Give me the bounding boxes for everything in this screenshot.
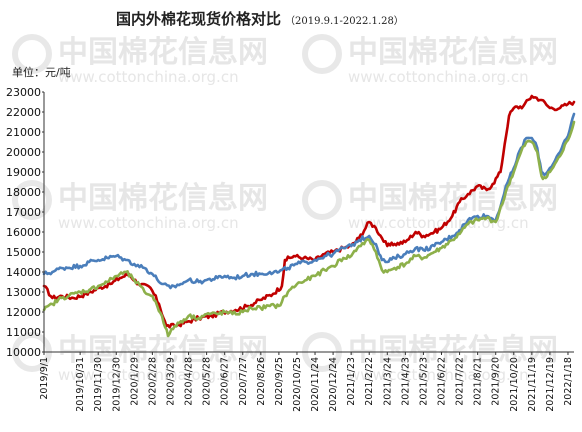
y-tick-label: 22000 xyxy=(6,106,41,119)
watermark-url: www.cottonchina.org.cn xyxy=(348,68,529,86)
x-axis-ticks: 2019/9/1 2019/10/31 2019/11/30 2019/12/30 20… xyxy=(39,352,574,412)
y-tick-label: 11000 xyxy=(6,326,41,339)
x-tick-label: 2021/8/21 xyxy=(473,357,484,406)
watermark-url: www.cottonchina.org.cn xyxy=(58,214,239,232)
y-tick-label: 13000 xyxy=(6,286,41,299)
y-tick-label: 19000 xyxy=(6,166,41,179)
watermark-brand: 中国棉花信息网 xyxy=(348,35,558,70)
watermark-url: www.cottonchina.org.cn xyxy=(58,68,239,86)
x-tick-label: 2020/6/27 xyxy=(220,357,231,406)
x-tick-label: 2019/9/1 xyxy=(39,357,50,400)
watermark-url: www.cottonchina.org.cn xyxy=(348,366,529,384)
x-tick-label: 2021/4/23 xyxy=(400,357,411,406)
x-tick-label: 2019/12/30 xyxy=(111,357,122,412)
x-tick-label: 2021/9/20 xyxy=(491,357,502,406)
x-tick-label: 2021/6/22 xyxy=(437,357,448,406)
x-tick-label: 2021/12/19 xyxy=(545,357,556,412)
axes xyxy=(43,92,574,353)
x-tick-label: 2019/11/30 xyxy=(93,357,104,412)
x-tick-label: 2019/10/31 xyxy=(75,357,86,412)
watermark-url: www.cottonchina.org.cn xyxy=(58,366,239,384)
series-line-2 xyxy=(42,112,576,290)
y-tick-label: 16000 xyxy=(6,226,41,239)
y-tick-label: 12000 xyxy=(6,306,41,319)
x-tick-label: 2021/3/24 xyxy=(382,357,393,406)
watermark-logo-icon xyxy=(302,180,342,220)
x-tick-label: 2020/10/25 xyxy=(292,357,303,412)
unit-label: 单位：元/吨 xyxy=(12,65,71,79)
y-tick-label: 10000 xyxy=(6,346,41,359)
y-tick-label: 15000 xyxy=(6,246,41,259)
y-tick-label: 20000 xyxy=(6,146,41,159)
y-tick-label: 21000 xyxy=(6,126,41,139)
x-tick-label: 2020/1/29 xyxy=(129,357,140,406)
x-tick-label: 2020/11/24 xyxy=(310,357,321,412)
y-tick-label: 23000 xyxy=(6,86,41,99)
x-tick-label: 2020/7/27 xyxy=(238,357,249,406)
x-tick-label: 2020/4/28 xyxy=(184,357,195,406)
x-tick-label: 2021/5/23 xyxy=(418,357,429,406)
y-axis-ticks: 10000 11000 12000 13000 14000 15000 16000 17000… xyxy=(6,86,44,359)
series-layer xyxy=(42,94,576,338)
x-tick-label: 2021/10/20 xyxy=(509,357,520,412)
x-tick-label: 2021/7/22 xyxy=(455,357,466,406)
y-tick-label: 17000 xyxy=(6,206,41,219)
x-tick-label: 2022/1/18 xyxy=(563,357,574,406)
watermark-brand: 中国棉花信息网 xyxy=(58,181,268,216)
watermark-logo-icon xyxy=(12,34,52,74)
watermark-logo-icon xyxy=(12,180,52,220)
chart-subtitle: （2019.9.1-2022.1.28） xyxy=(285,15,404,27)
x-tick-label: 2020/12/24 xyxy=(328,357,339,412)
x-tick-label: 2021/1/23 xyxy=(346,357,357,406)
watermark-layer: 中国棉花信息网www.cottonchina.org.cn中国棉花信息网www.… xyxy=(12,34,558,384)
x-tick-label: 2020/5/28 xyxy=(202,357,213,406)
x-tick-label: 2020/8/26 xyxy=(256,357,267,406)
x-tick-label: 2020/2/28 xyxy=(147,357,158,406)
series-line-3 xyxy=(42,120,576,338)
y-tick-label: 18000 xyxy=(6,186,41,199)
x-tick-label: 2020/3/29 xyxy=(166,357,177,406)
watermark-brand: 中国棉花信息网 xyxy=(58,333,268,368)
x-tick-label: 2020/9/25 xyxy=(274,357,285,406)
x-tick-label: 2021/2/22 xyxy=(364,357,375,406)
watermark-brand: 中国棉花信息网 xyxy=(348,333,558,368)
watermark-logo-icon xyxy=(302,34,342,74)
x-tick-label: 2021/11/19 xyxy=(527,357,538,412)
chart-title: 国内外棉花现货价格对比 xyxy=(116,10,281,28)
watermark-brand: 中国棉花信息网 xyxy=(58,35,268,70)
y-tick-label: 14000 xyxy=(6,266,41,279)
